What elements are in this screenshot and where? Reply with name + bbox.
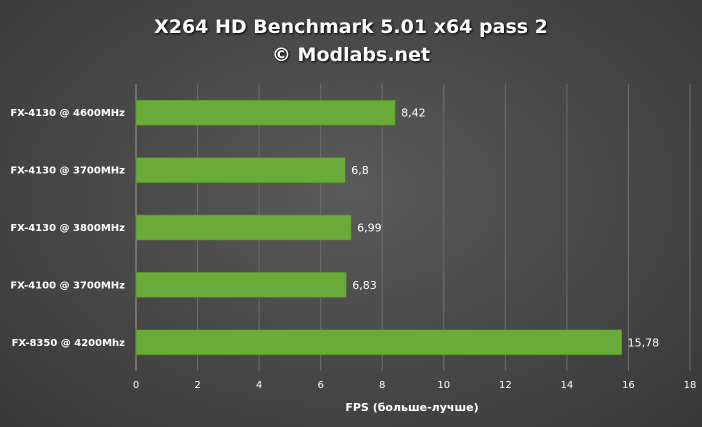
bar: [135, 329, 622, 356]
chart-title: X264 HD Benchmark 5.01 x64 pass 2: [154, 16, 548, 38]
x-tick-label: 18: [684, 380, 697, 391]
category-label: FX-4130 @ 4600MHz: [10, 108, 125, 119]
data-label: 8,42: [401, 107, 426, 120]
x-tick-label: 10: [437, 380, 450, 391]
x-tick-label: 2: [194, 380, 200, 391]
chart-subtitle: © Modlabs.net: [271, 44, 431, 66]
data-label: 6,83: [352, 279, 377, 292]
category-labels: FX-4130 @ 4600MHz FX-4130 @ 3700MHz FX-413…: [10, 108, 125, 349]
bar: [135, 99, 396, 126]
x-tick-label: 8: [379, 380, 385, 391]
grid-lines: [135, 84, 691, 371]
x-tick-label: 6: [317, 380, 323, 391]
data-label: 15,78: [628, 336, 660, 349]
x-tick-label: 12: [499, 380, 512, 391]
category-label: FX-8350 @ 4200Mhz: [12, 338, 126, 349]
x-tick-label: 4: [256, 380, 262, 391]
x-tick-label: 0: [133, 380, 139, 391]
bar: [135, 214, 352, 241]
x-tick-label: 14: [561, 380, 574, 391]
value-labels: 8,42 6,8 6,99 6,83 15,78: [351, 107, 659, 350]
bar: [135, 272, 347, 298]
category-label: FX-4130 @ 3800MHz: [10, 223, 125, 234]
x-tick-label: 16: [622, 380, 635, 391]
bars: [135, 99, 622, 356]
bar: [135, 157, 346, 183]
data-label: 6,99: [357, 222, 382, 235]
category-label: FX-4130 @ 3700MHz: [10, 166, 125, 177]
data-label: 6,8: [351, 164, 369, 177]
x-axis-label: FPS (больше-лучше): [345, 401, 478, 414]
x-tick-labels: 0 2 4 6 8 10 12 14 16 18: [133, 380, 697, 391]
category-label: FX-4100 @ 3700MHz: [10, 280, 125, 291]
